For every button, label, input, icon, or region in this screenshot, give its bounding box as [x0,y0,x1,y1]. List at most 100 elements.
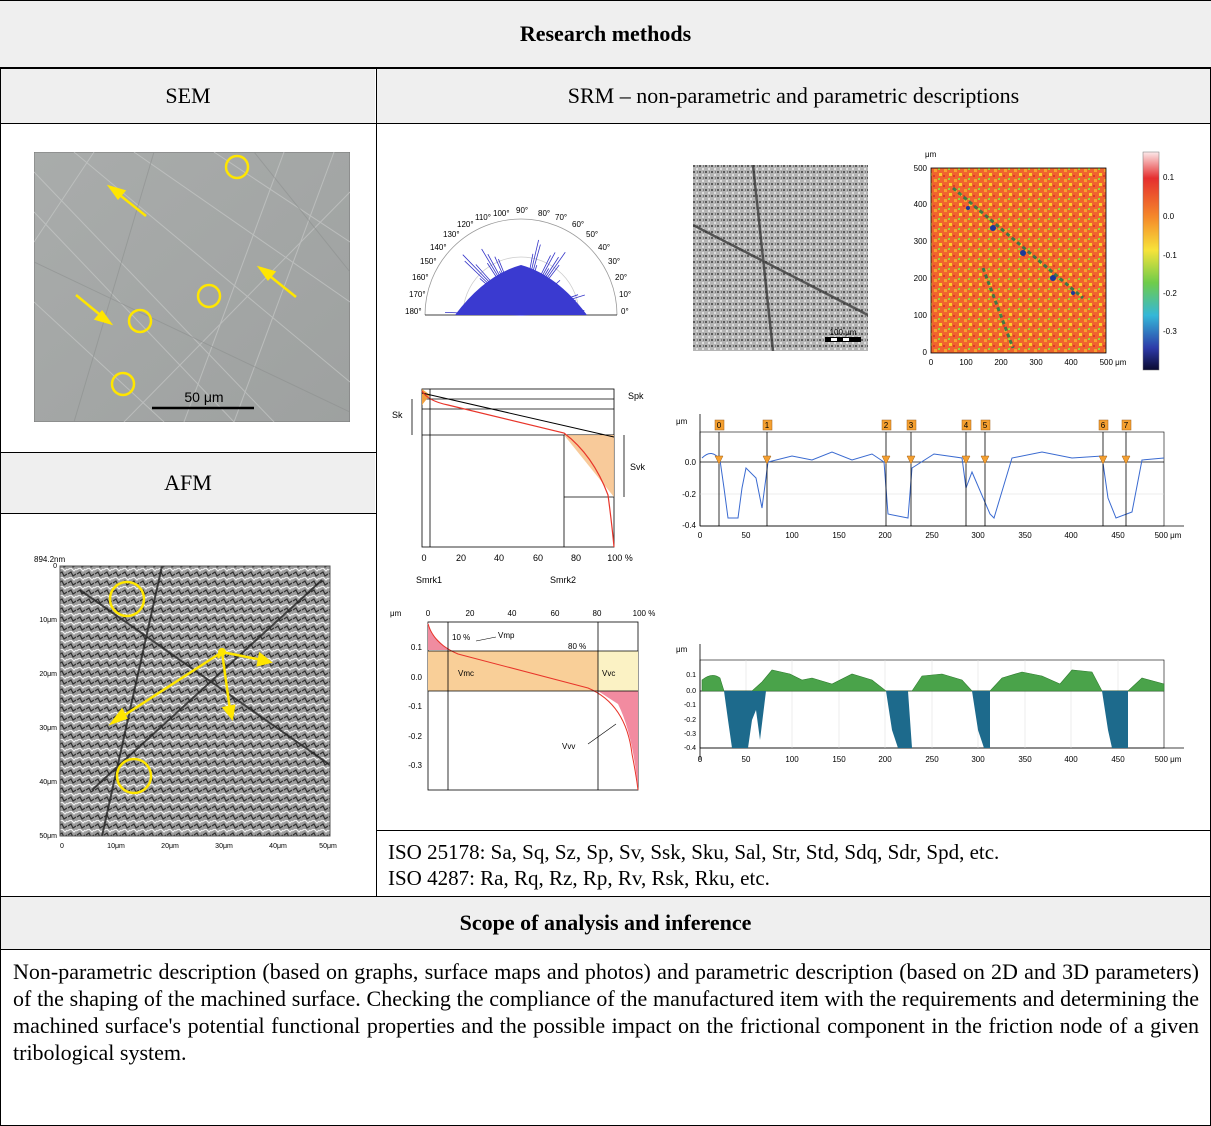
profile-x-tick: 150 [832,531,846,540]
colorbar-tick: -0.3 [1163,327,1177,336]
volume-y-tick: -0.2 [408,732,422,741]
srm-header: SRM – non-parametric and parametric desc… [377,69,1210,123]
profile-marker: 5 [983,421,988,430]
profile-unit: μm [676,417,688,426]
afm-header-text: AFM [164,470,212,495]
vmp-label: Vmp [498,631,515,640]
svk-label: Svk [630,462,646,472]
color-map-unit: μm [925,150,937,159]
volume-x-tick: 40 [508,609,517,618]
polar-angle-label: 10° [619,290,631,299]
abbott-curve-chart: Sk Spk Svk 0 20 40 60 80 100 % Smrk1 Smr… [388,385,658,590]
afm-x-tick: 50μm [319,843,337,850]
profile-y-tick: 0.0 [685,458,697,467]
polar-angle-label: 40° [598,243,610,252]
volume-x-tick: 100 % [633,609,656,618]
column-divider [376,68,377,896]
polar-angle-label: 160° [412,273,429,282]
color-map-y-tick: 200 [914,274,928,283]
volume-y-tick: 0.0 [411,673,423,682]
color-map-x-tick: 100 [959,358,973,367]
profile-marker: 6 [1101,421,1106,430]
area-profile-x-tick: 500 μm [1155,755,1182,764]
smrk2-label: Smrk2 [550,575,576,585]
sem-header: SEM [1,69,375,123]
polar-angle-label: 70° [555,213,567,222]
profile-x-tick: 50 [742,531,751,540]
profile-x-tick: 450 [1111,531,1125,540]
area-profile-y-tick: 0.1 [686,672,696,679]
colorbar-tick: -0.1 [1163,251,1177,260]
profile-x-tick: 400 [1064,531,1078,540]
profile-x-tick: 300 [971,531,985,540]
area-profile-y-tick: -0.4 [684,745,696,752]
area-profile-y-tick: -0.3 [684,731,696,738]
polar-angle-label: 90° [516,206,528,215]
colorbar-tick: 0.1 [1163,173,1175,182]
color-map-x-tick: 300 [1029,358,1043,367]
afm-x-tick: 40μm [269,843,287,850]
area-profile-x-tick: 350 [1018,755,1032,764]
afm-y-tick: 20μm [39,671,57,678]
profile-y-tick: -0.2 [682,490,696,499]
area-profile-y-tick: 0.0 [686,688,696,695]
p10-label: 10 % [452,633,470,642]
scope-description: Non-parametric description (based on gra… [13,959,1199,1065]
sk-label: Sk [392,410,403,420]
area-profile-x-tick: 200 [878,755,892,764]
color-map-y-tick: 400 [914,200,928,209]
polar-angle-label: 180° [405,307,422,316]
spk-label: Spk [628,391,644,401]
table-title: Research methods [0,0,1211,68]
volume-x-tick: 80 [593,609,602,618]
polar-angle-label: 60° [572,220,584,229]
area-profile-unit: μm [676,645,688,654]
polar-angle-label: 80° [538,209,550,218]
color-map-x-tick: 400 [1064,358,1078,367]
afm-top-label: 894.2nm [34,555,65,564]
vmc-label: Vmc [458,669,474,678]
divider [0,123,1211,124]
profile-marker: 4 [964,421,969,430]
sem-scale-label: 50 μm [184,389,223,405]
peak-valley-profile-chart: μm 0.1 0.0 -0.1 -0.2 -0.3 -0.4 0 50 100 … [672,640,1192,780]
polar-texture-plot: 0° 10° 20° 30° 40° 50° 60° 70° 80° 90° 1… [385,165,655,325]
color-map-y-tick: 100 [914,311,928,320]
area-profile-x-tick: 150 [832,755,846,764]
afm-y-tick: 50μm [39,833,57,840]
color-map-y-tick: 300 [914,237,928,246]
divider [0,949,1211,950]
polar-angle-label: 100° [493,209,510,218]
area-profile-x-tick: 450 [1111,755,1125,764]
color-map-x-tick: 500 μm [1100,358,1127,367]
afm-header: AFM [1,453,375,513]
volume-x-tick: 60 [551,609,560,618]
area-profile-x-tick: 50 [742,755,751,764]
polar-angle-label: 170° [409,290,426,299]
profile-marker: 2 [884,421,889,430]
afm-y-tick: 40μm [39,779,57,786]
afm-y-tick: 30μm [39,725,57,732]
color-map-x-tick: 200 [994,358,1008,367]
area-profile-x-tick: 400 [1064,755,1078,764]
polar-angle-label: 20° [615,273,627,282]
volume-parameters-chart: μm 0 20 40 60 80 100 % 10 % Vmp 80 % Vmc… [388,604,664,796]
abbott-x-tick: 20 [456,553,466,563]
area-profile-y-tick: -0.1 [684,702,696,709]
area-profile-y-tick: -0.2 [684,717,696,724]
grey-height-map: 100 μm [692,164,869,352]
profile-marker: 0 [717,421,722,430]
area-profile-x-tick: 0 [698,755,703,764]
scope-header-text: Scope of analysis and inference [459,910,752,935]
volume-x-tick: 20 [466,609,475,618]
polar-angle-label: 140° [430,243,447,252]
abbott-x-tick: 0 [421,553,426,563]
profile-x-tick: 250 [925,531,939,540]
profile-x-tick: 500 μm [1155,531,1182,540]
polar-angle-label: 130° [443,230,460,239]
grey-map-scale-label: 100 μm [830,328,857,337]
colorbar-tick: 0.0 [1163,212,1175,221]
volume-y-tick: -0.3 [408,761,422,770]
area-profile-x-tick: 250 [925,755,939,764]
area-profile-x-tick: 300 [971,755,985,764]
